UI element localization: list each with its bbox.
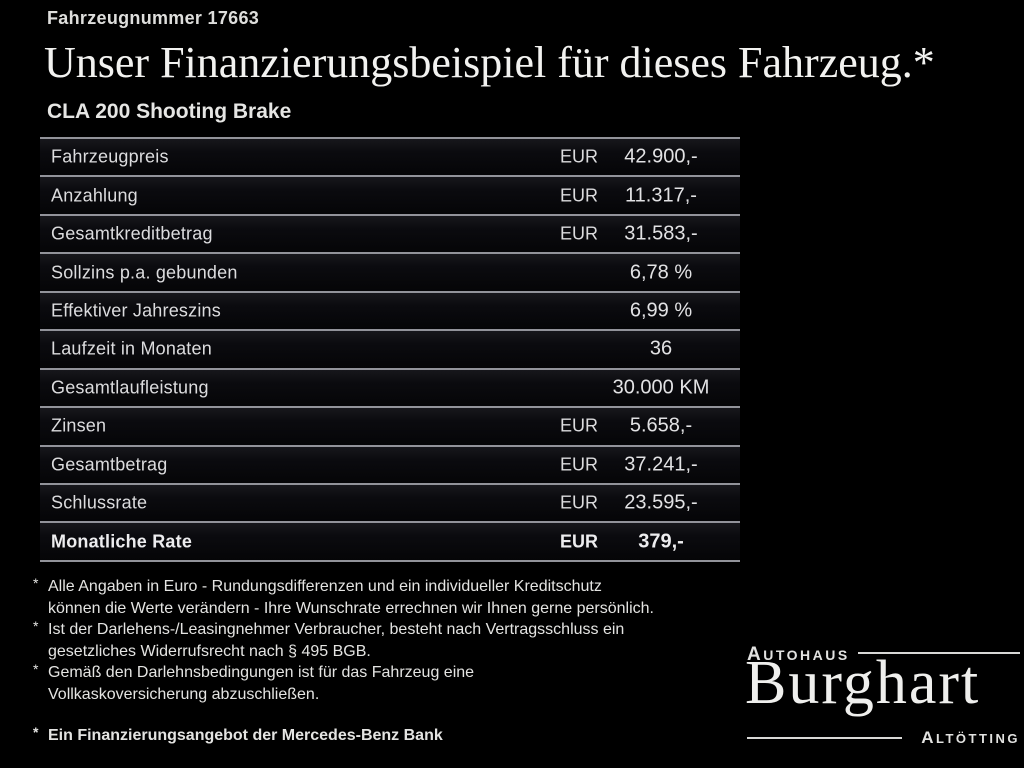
row-label: Fahrzeugpreis — [51, 146, 169, 167]
vehicle-model: CLA 200 Shooting Brake — [47, 100, 292, 123]
table-row: Gesamtlaufleistung 30.000 KM — [40, 367, 740, 407]
footnote: * Ist der Darlehens-/Leasingnehmer Verbr… — [33, 618, 757, 662]
row-value: 36 — [649, 337, 673, 360]
row-label: Zinsen — [51, 415, 107, 436]
vehicle-number: Fahrzeugnummer 17663 — [47, 8, 260, 28]
footnotes: * Alle Angaben in Euro - Rundungsdiffere… — [33, 575, 757, 747]
table-row: Sollzins p.a. gebunden 6,78 % — [40, 252, 740, 291]
table-row: Anzahlung EUR 11.317,- — [40, 175, 740, 214]
row-label: Monatliche Rate — [51, 531, 193, 552]
footnote: * Gemäß den Darlehnsbedingungen ist für … — [33, 661, 757, 705]
row-value: 379,- — [638, 530, 684, 553]
row-currency: EUR — [560, 454, 599, 475]
row-value: 37.241,- — [624, 453, 698, 476]
footnote-line: gesetzliches Widerrufsrecht nach § 495 B… — [48, 642, 371, 660]
row-value: 6,99 % — [629, 299, 693, 322]
row-label: Gesamtkreditbetrag — [51, 223, 213, 244]
table-row: Fahrzeugpreis EUR 42.900,- — [40, 137, 740, 176]
row-value: 5.658,- — [629, 414, 693, 437]
footnote: * Alle Angaben in Euro - Rundungsdiffere… — [33, 575, 757, 619]
row-currency: EUR — [560, 223, 599, 244]
row-value: 23.595,- — [624, 491, 698, 514]
footnote-line: Alle Angaben in Euro - Rundungsdifferenz… — [48, 578, 602, 595]
row-value: 42.900,- — [624, 145, 698, 168]
row-label: Laufzeit in Monaten — [51, 338, 212, 359]
dealer-logo-top-rule — [858, 652, 1020, 654]
dealer-logo: Autohaus Burghart Altötting — [745, 640, 1020, 758]
row-value: 6,78 % — [629, 261, 693, 284]
row-label: Sollzins p.a. gebunden — [51, 262, 238, 283]
asterisk-marker: * — [33, 724, 39, 740]
row-label: Gesamtbetrag — [51, 454, 168, 475]
row-label: Anzahlung — [51, 185, 138, 206]
table-row: Laufzeit in Monaten 36 — [40, 329, 740, 368]
row-label: Schlussrate — [51, 492, 148, 513]
row-value: 11.317,- — [625, 184, 697, 207]
table-row: Gesamtbetrag EUR 37.241,- — [40, 444, 740, 483]
table-row: Effektiver Jahreszins 6,99 % — [40, 290, 740, 330]
dealer-logo-bottom-label: Altötting — [921, 728, 1020, 747]
asterisk-marker: * — [33, 575, 39, 591]
row-currency: EUR — [560, 185, 599, 206]
table-row: Gesamtkreditbetrag EUR 31.583,- — [40, 213, 740, 253]
dealer-logo-top-label: Autohaus — [747, 644, 850, 665]
asterisk-marker: * — [33, 618, 39, 634]
row-value: 30.000 KM — [612, 376, 710, 399]
footnote-line: können die Werte verändern - Ihre Wunsch… — [48, 599, 654, 617]
row-currency: EUR — [560, 415, 599, 436]
table-row-monthly-rate: Monatliche Rate EUR 379,- — [40, 521, 740, 560]
footnote-financing-offer: * Ein Finanzierungsangebot der Mercedes-… — [33, 724, 757, 747]
dealer-logo-name: Burghart — [745, 649, 981, 717]
row-currency: EUR — [560, 531, 599, 552]
footnote-line: Ein Finanzierungsangebot der Mercedes-Be… — [48, 727, 443, 744]
footnote-line: Gemäß den Darlehnsbedingungen ist für da… — [48, 664, 475, 681]
table-row: Schlussrate EUR 23.595,- — [40, 482, 740, 522]
financing-table: Fahrzeugpreis EUR 42.900,- Anzahlung EUR… — [40, 137, 740, 562]
table-row: Zinsen EUR 5.658,- — [40, 406, 740, 445]
page-title: Unser Finanzierungsbeispiel für dieses F… — [44, 38, 935, 87]
row-value: 31.583,- — [624, 222, 698, 245]
footnote-line: Vollkaskoversicherung abzuschließen. — [48, 685, 320, 703]
row-currency: EUR — [560, 492, 599, 513]
row-label: Gesamtlaufleistung — [51, 377, 209, 398]
row-currency: EUR — [560, 146, 599, 167]
asterisk-marker: * — [33, 661, 39, 677]
footnote-line: Ist der Darlehens-/Leasingnehmer Verbrau… — [48, 621, 625, 638]
dealer-logo-bottom-rule — [747, 737, 902, 739]
row-label: Effektiver Jahreszins — [51, 300, 221, 321]
